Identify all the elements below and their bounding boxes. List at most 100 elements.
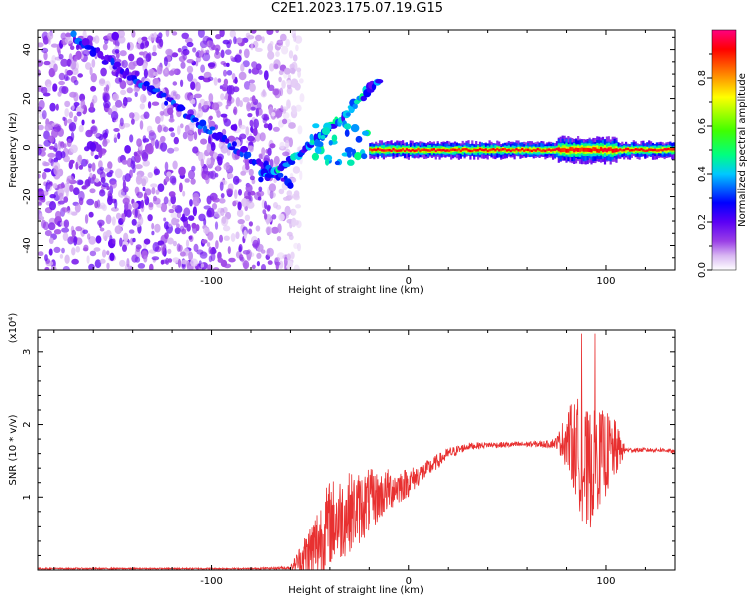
noise-speckle	[172, 240, 177, 247]
noise-speckle	[167, 237, 174, 245]
noise-speckle	[213, 77, 218, 86]
tracked-signal-band	[671, 148, 674, 151]
noise-speckle	[99, 227, 105, 232]
noise-speckle	[179, 225, 185, 232]
noise-speckle	[139, 103, 145, 110]
noise-speckle	[251, 95, 256, 103]
noise-speckle	[296, 67, 302, 73]
noise-speckle	[223, 163, 230, 171]
tracked-signal-band	[386, 149, 389, 152]
top-x-axis-label: Height of straight line (km)	[288, 285, 424, 296]
tracked-signal-band	[552, 148, 555, 152]
noise-speckle	[275, 261, 279, 270]
tracked-signal-band	[375, 148, 378, 152]
noise-speckle	[109, 234, 113, 245]
noise-speckle	[49, 102, 56, 112]
noise-speckle	[66, 138, 72, 148]
noise-speckle	[269, 41, 274, 46]
tracked-signal-band	[626, 147, 630, 151]
tracked-signal-band	[534, 149, 537, 152]
tracked-signal-band	[509, 149, 512, 153]
tracked-signal-band	[405, 148, 408, 151]
tracked-signal-band	[528, 146, 532, 152]
tracked-signal-band	[475, 149, 478, 152]
tracked-signal-band	[546, 148, 549, 151]
tracked-signal-band	[625, 148, 628, 154]
noise-speckle	[60, 151, 66, 159]
noise-speckle	[206, 195, 212, 205]
noise-speckle	[263, 70, 269, 81]
noise-speckle	[42, 36, 49, 45]
noise-speckle	[271, 226, 279, 234]
noise-speckle	[186, 59, 195, 64]
noise-speckle	[124, 173, 131, 182]
noise-speckle	[183, 207, 191, 217]
ascending-trace-blob	[258, 176, 264, 183]
descending-trace-blob	[110, 57, 115, 66]
noise-speckle	[99, 166, 105, 171]
snr-panel: -100 0 100 1 2 3 Height of straight line (km…	[8, 313, 676, 596]
noise-speckle	[273, 63, 279, 70]
descending-trace-blob	[224, 138, 230, 144]
chart-title: C2E1.2023.175.07.19.G15	[270, 1, 444, 16]
tracked-signal-band	[478, 147, 482, 151]
noise-speckle	[259, 132, 266, 142]
noise-speckle	[186, 65, 194, 74]
noise-speckle	[283, 256, 288, 267]
top-y-axis-label: Frequency (Hz)	[8, 112, 19, 188]
noise-speckle	[187, 72, 194, 82]
noise-speckle	[140, 199, 144, 209]
noise-speckle	[198, 213, 206, 222]
noise-speckle	[201, 239, 208, 244]
noise-speckle	[74, 203, 81, 213]
tracked-signal-band	[598, 148, 601, 153]
noise-speckle	[112, 93, 119, 101]
noise-speckle	[206, 143, 212, 153]
colorbar-tick-label: 0.8	[697, 70, 708, 86]
tracked-signal-band	[444, 149, 447, 152]
noise-speckle	[89, 188, 96, 194]
tracked-signal-band	[517, 149, 520, 152]
noise-speckle	[86, 255, 90, 264]
noise-speckle	[75, 44, 80, 51]
noise-speckle	[68, 111, 74, 119]
tracked-signal-band	[525, 148, 528, 151]
noise-speckle	[148, 202, 154, 208]
tracked-signal-band	[467, 149, 470, 152]
noise-speckle	[134, 154, 141, 163]
noise-speckle	[114, 168, 123, 179]
noise-speckle	[242, 158, 251, 164]
tracked-signal-band	[484, 148, 487, 151]
tracked-signal-band	[644, 149, 647, 153]
noise-speckle	[206, 209, 212, 218]
transition-blob	[347, 159, 355, 166]
noise-speckle	[105, 214, 112, 225]
tracked-signal-band	[513, 149, 516, 152]
noise-speckle	[238, 246, 242, 253]
noise-speckle	[180, 79, 184, 88]
noise-speckle	[274, 88, 281, 99]
noise-speckle	[152, 78, 159, 85]
noise-speckle	[91, 59, 96, 68]
descending-trace-blob	[143, 81, 150, 87]
top-x-tick-label: 0	[406, 276, 412, 287]
tracked-signal-band	[580, 147, 583, 152]
tracked-signal-band	[398, 149, 401, 152]
noise-speckle	[238, 71, 247, 81]
tracked-signal-band	[548, 148, 551, 151]
noise-speckle	[67, 118, 73, 124]
noise-speckle	[48, 67, 55, 78]
noise-speckle	[192, 196, 200, 207]
noise-speckle	[263, 114, 268, 119]
noise-speckle	[244, 214, 251, 221]
noise-speckle	[153, 71, 159, 77]
tracked-signal-band	[625, 147, 628, 151]
noise-speckle	[179, 182, 183, 193]
noise-speckle	[106, 262, 110, 270]
tracked-signal-band	[634, 148, 637, 151]
tracked-signal-band	[573, 148, 576, 153]
noise-speckle	[184, 124, 190, 134]
noise-speckle	[173, 136, 179, 145]
noise-speckle	[212, 197, 220, 203]
bottom-y-tick-label: 2	[22, 421, 33, 427]
